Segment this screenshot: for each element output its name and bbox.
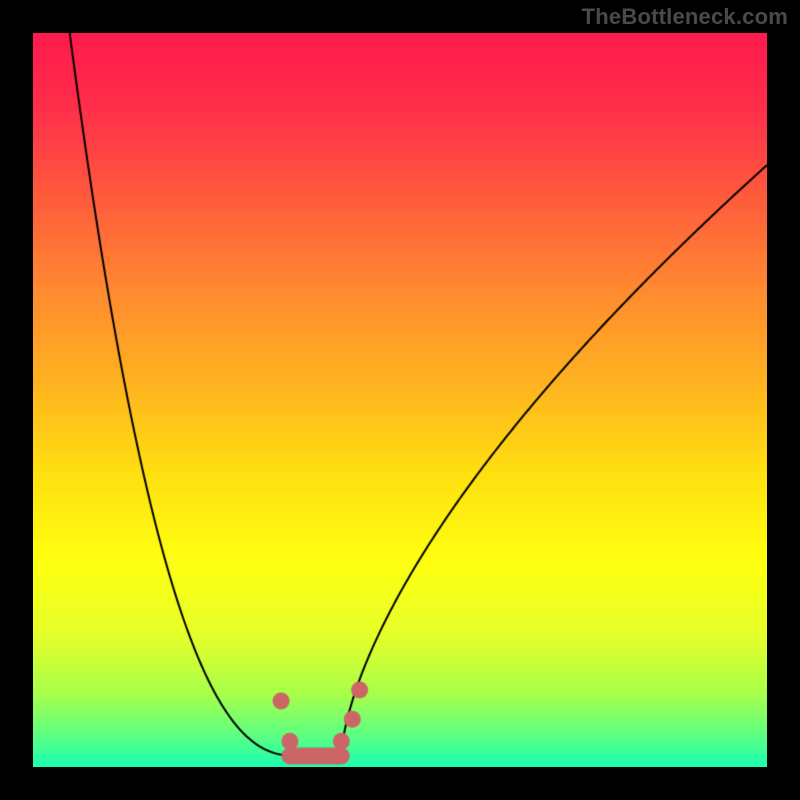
result-markers [33,33,767,767]
watermark-text: TheBottleneck.com [582,4,788,30]
